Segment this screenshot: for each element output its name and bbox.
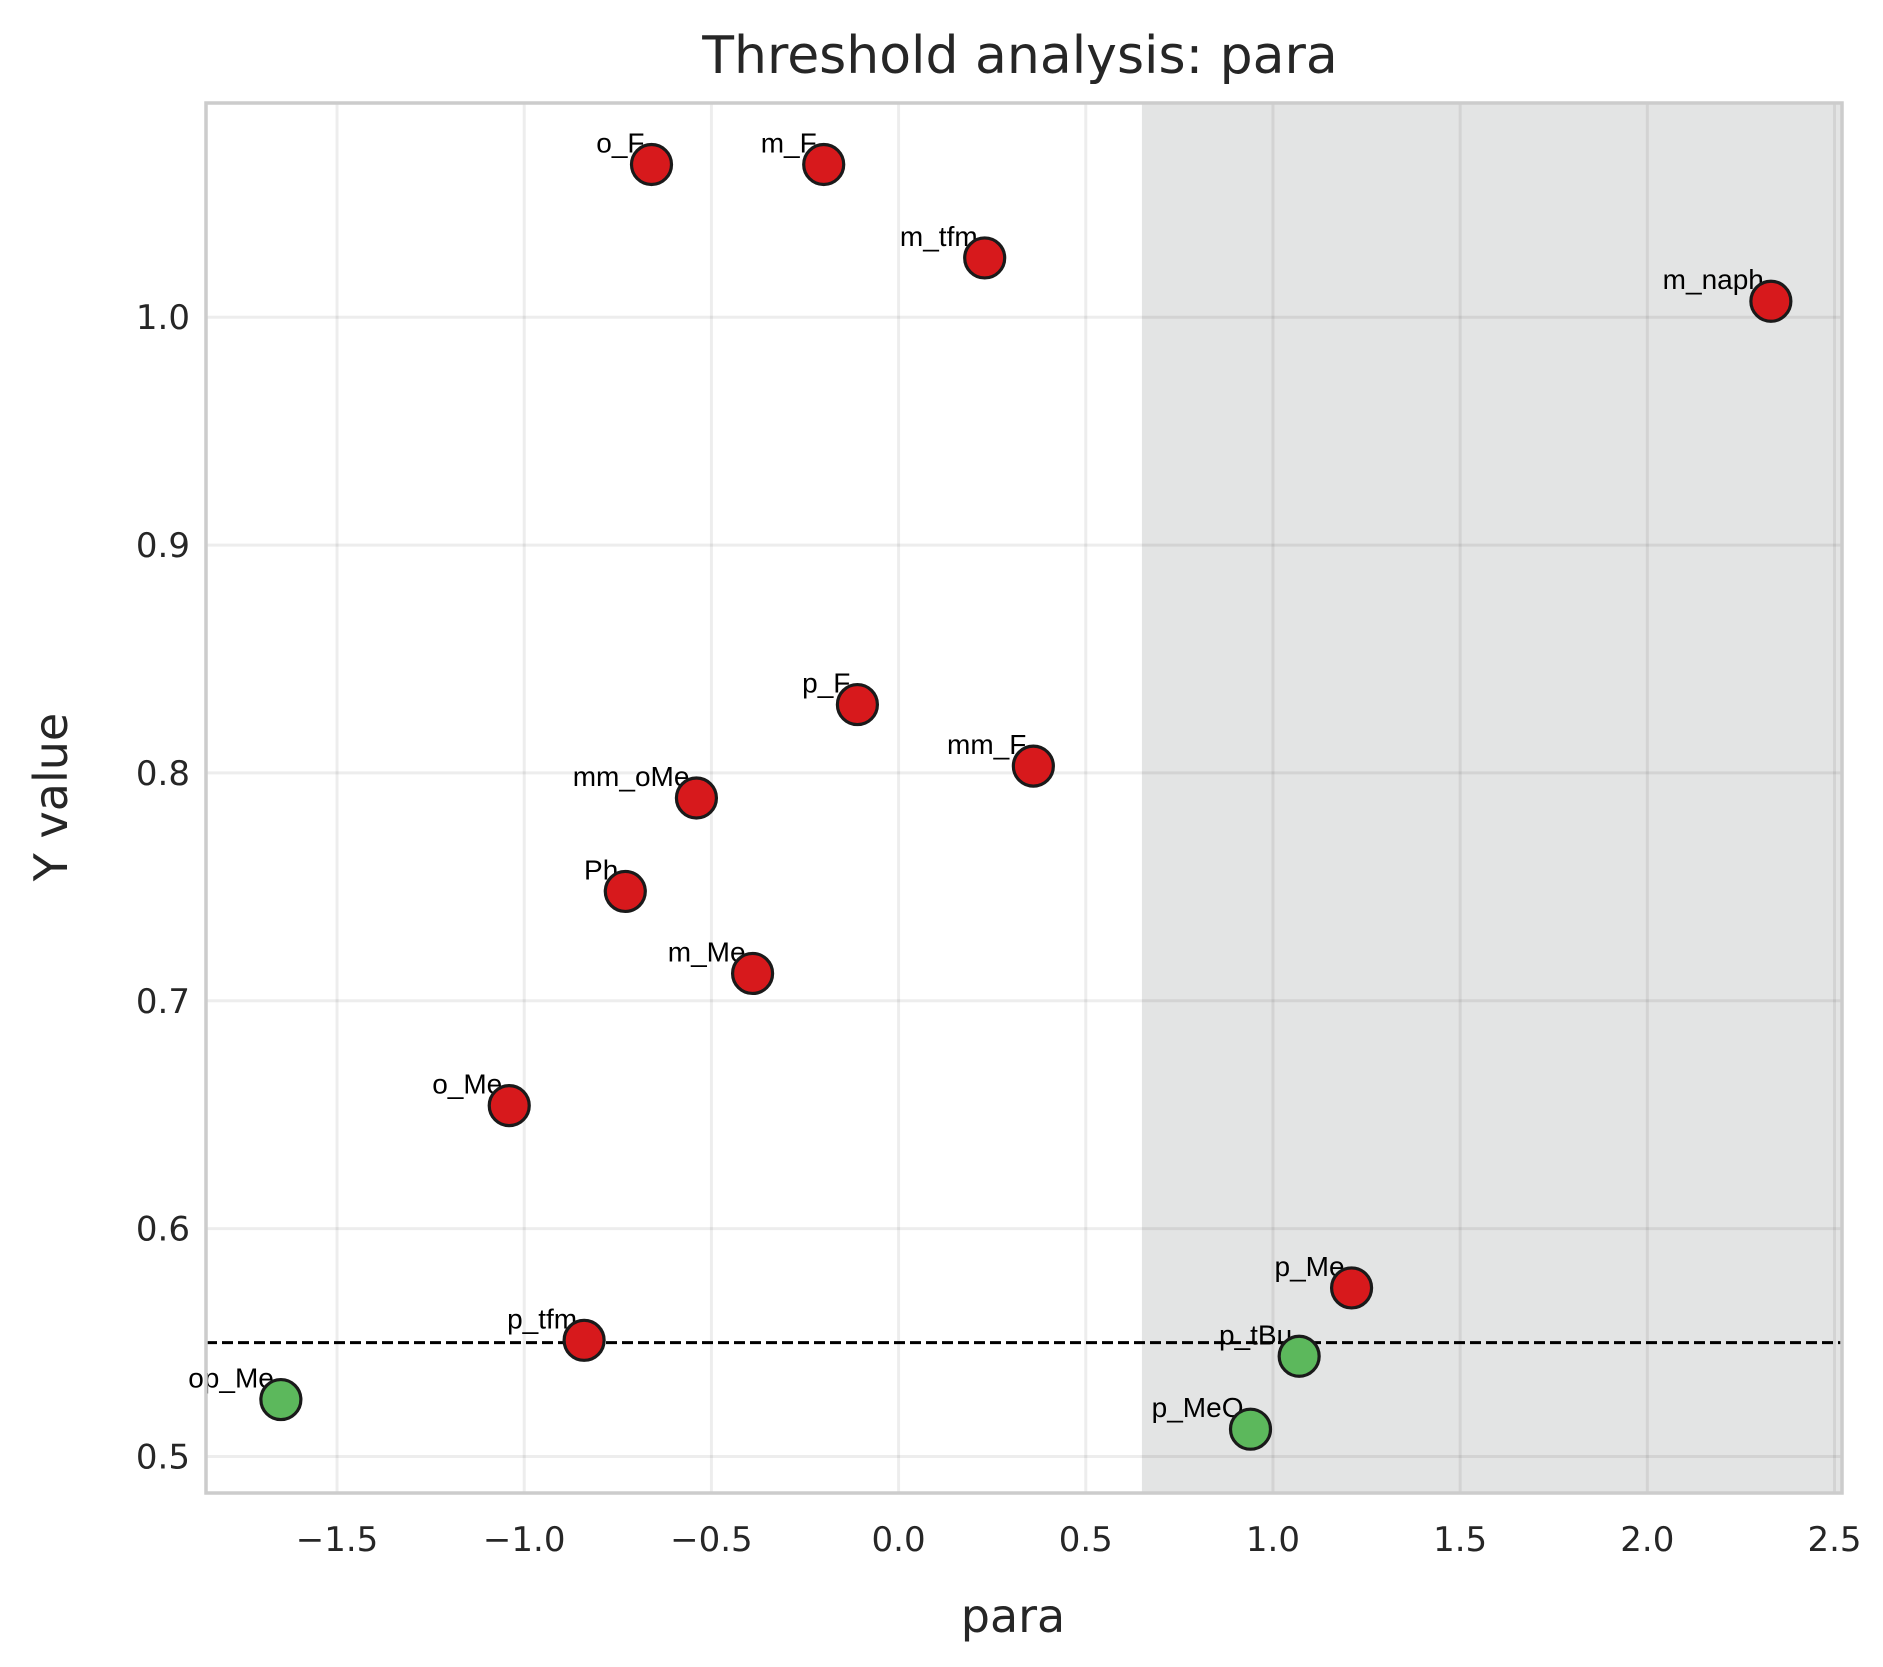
data-point <box>562 1318 606 1362</box>
data-point <box>603 869 647 914</box>
point-label: mm_F <box>947 729 1026 760</box>
y-tick-label: 0.7 <box>136 982 190 1022</box>
plot-frame <box>204 101 1844 1495</box>
y-tick-label: 0.9 <box>136 526 190 566</box>
y-tick-label: 0.8 <box>136 754 190 794</box>
data-point <box>1011 744 1055 788</box>
y-tick-label: 1.0 <box>136 298 190 338</box>
point-label: m_tfm <box>900 221 978 252</box>
data-point <box>835 682 880 727</box>
x-tick-label: 2.5 <box>1807 1520 1861 1560</box>
x-axis-label: para <box>961 1589 1066 1643</box>
x-tick-label: 0.0 <box>872 1520 926 1560</box>
point-label: mm_oMe <box>573 761 690 792</box>
y-tick-label: 0.5 <box>136 1438 190 1478</box>
y-tick-label: 0.6 <box>136 1210 190 1250</box>
data-point <box>963 236 1007 280</box>
point-label: p_MeO <box>1152 1392 1244 1423</box>
data-point <box>674 776 719 820</box>
data-point <box>730 951 775 996</box>
data-point <box>487 1084 531 1128</box>
point-label: o_Me <box>432 1069 502 1100</box>
data-point <box>802 142 846 187</box>
x-tick-label: 2.0 <box>1620 1520 1674 1560</box>
point-label: op_Me <box>188 1363 274 1394</box>
chart-title: Threshold analysis: para <box>701 26 1338 86</box>
x-tick-label: −0.5 <box>670 1520 753 1560</box>
data-point <box>1228 1407 1273 1451</box>
data-point <box>629 142 674 187</box>
point-label: m_naph <box>1663 264 1764 295</box>
point-label: p_tfm <box>507 1303 577 1334</box>
data-point <box>259 1377 303 1422</box>
data-point <box>1749 279 1793 323</box>
x-tick-label: 1.5 <box>1433 1520 1487 1560</box>
y-axis-label: Y value <box>24 713 78 882</box>
point-label: p_tBu <box>1219 1319 1292 1350</box>
data-point <box>1329 1266 1374 1310</box>
x-tick-label: −1.5 <box>296 1520 379 1560</box>
x-tick-label: 0.5 <box>1059 1520 1113 1560</box>
data-point <box>1277 1334 1321 1378</box>
x-tick-label: 1.0 <box>1246 1520 1300 1560</box>
point-label: p_Me <box>1275 1251 1345 1282</box>
point-label: m_Me <box>668 936 746 967</box>
x-tick-label: −1.0 <box>483 1520 566 1560</box>
plot-area: o_F m_Fm_tfmm_naphp_Fmm_Fmm_oMePhm_Meo_Me… <box>136 101 1862 1560</box>
shaded-region <box>1141 103 1842 1493</box>
